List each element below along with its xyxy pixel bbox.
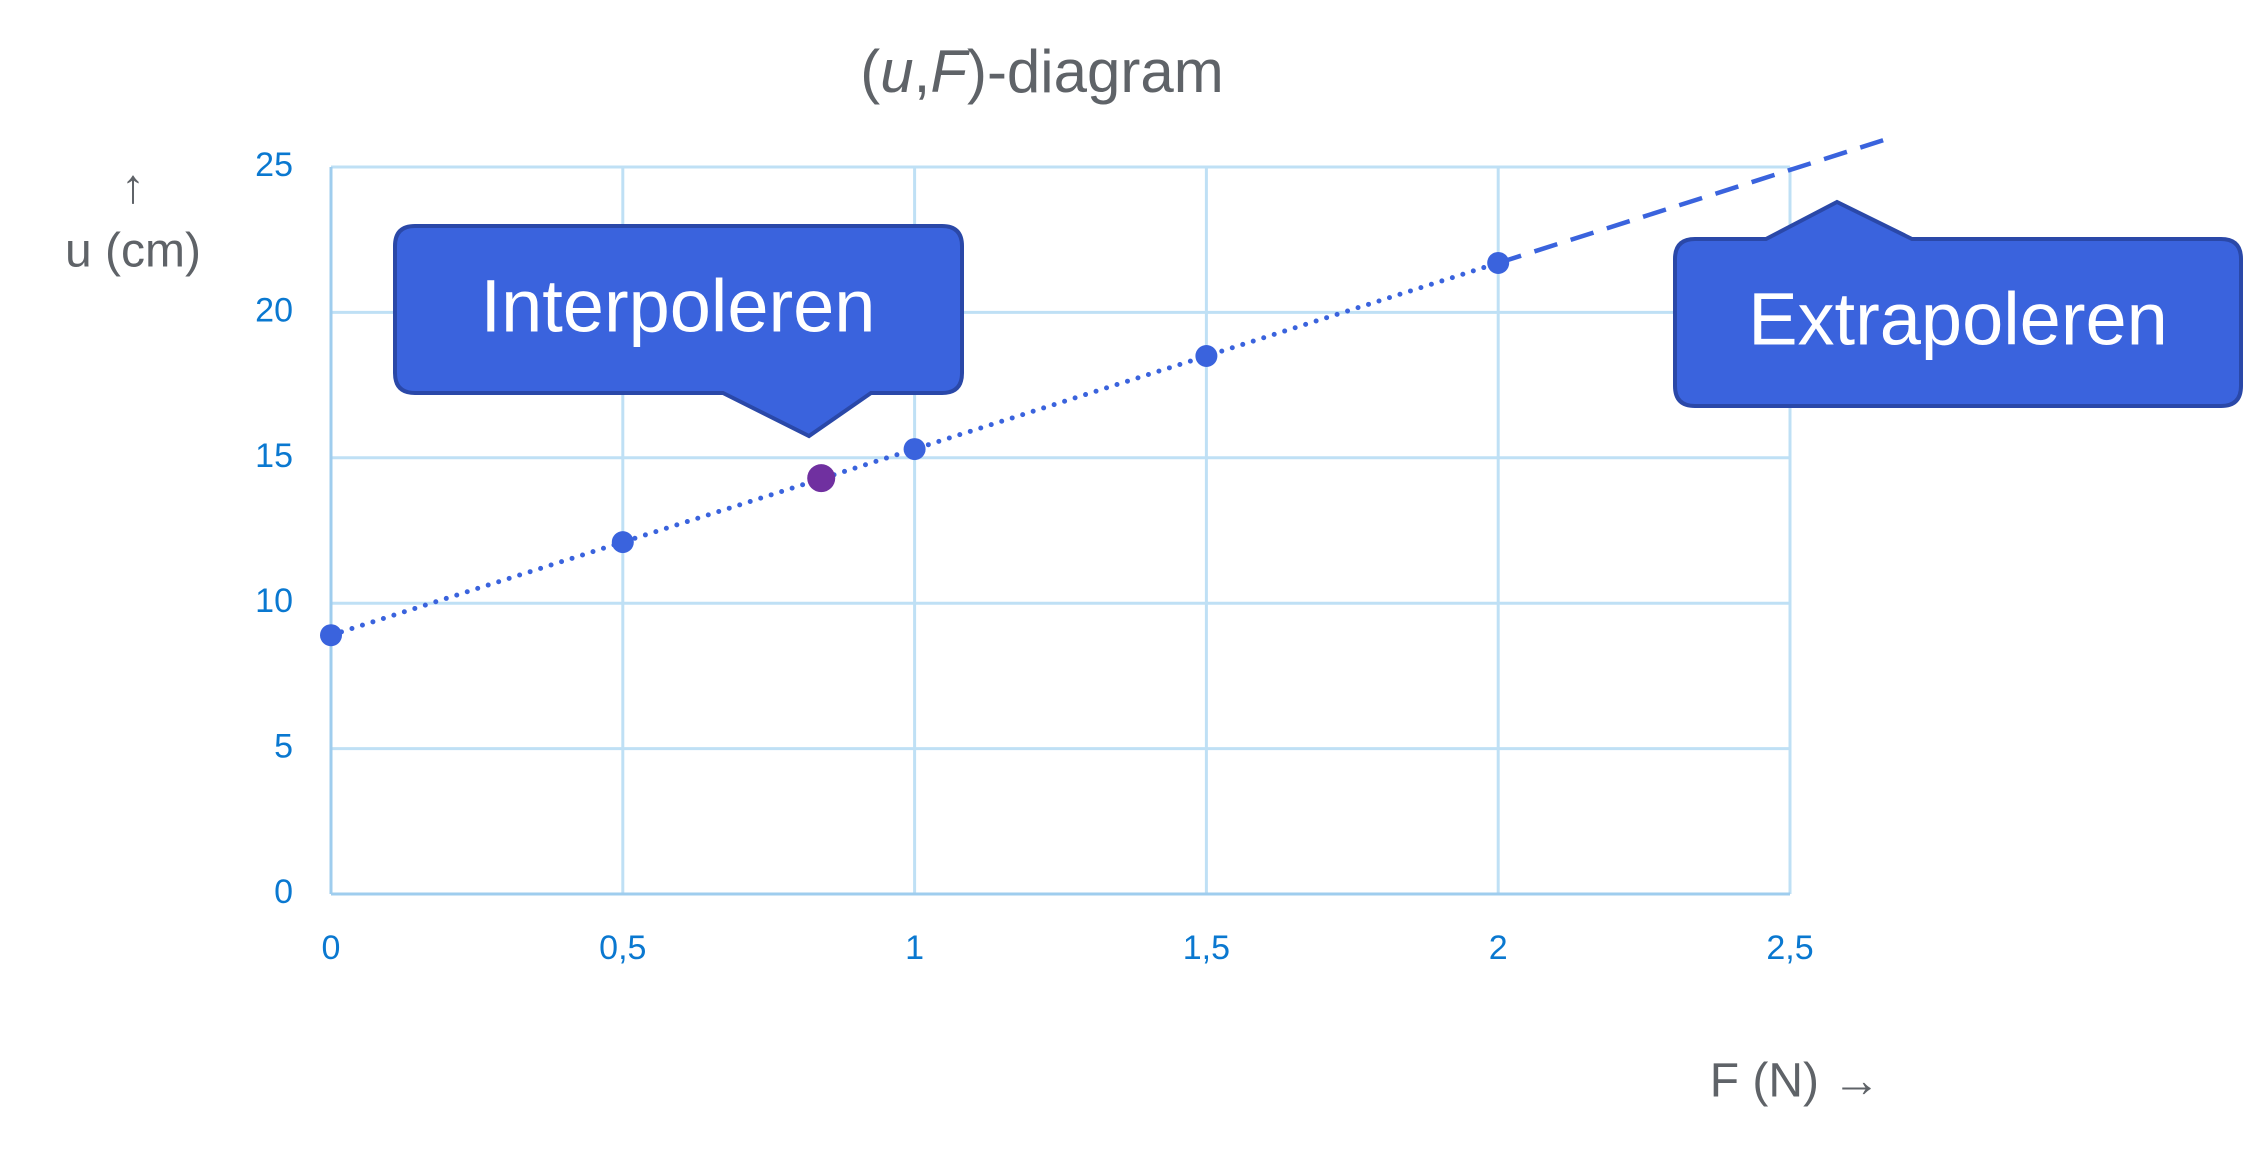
data-point [903, 438, 926, 461]
trend-line [328, 260, 1501, 638]
y-tick-label: 5 [274, 728, 293, 766]
y-tick-label: 10 [255, 582, 293, 620]
y-tick-label: 20 [255, 291, 293, 329]
callout-text: Interpoleren [481, 265, 876, 348]
data-point [1195, 345, 1218, 368]
x-tick-label: 1 [905, 929, 924, 967]
title-part: , [914, 38, 931, 105]
x-tick-label: 0,5 [599, 929, 646, 967]
y-tick-label: 25 [255, 146, 293, 184]
x-tick-label: 2 [1489, 929, 1508, 967]
data-point [807, 464, 836, 493]
data-point [611, 531, 634, 554]
y-tick-label: 15 [255, 437, 293, 475]
x-tick-label: 1,5 [1183, 929, 1230, 967]
data-point [1487, 251, 1510, 274]
callout-box [393, 224, 964, 439]
title-part: u [880, 38, 913, 105]
y-arrow: ↑ [121, 161, 145, 214]
data-point [320, 624, 342, 647]
x-axis-label: F (N) → [1710, 1055, 1881, 1108]
y-tick-label: 0 [274, 873, 293, 911]
callout-text: Extrapoleren [1748, 278, 2168, 361]
callout-box [1673, 199, 2243, 408]
chart-title: (u,F)-diagram [860, 38, 1223, 105]
x-tick-label: 0 [322, 929, 341, 967]
title-part: )-diagram [967, 38, 1224, 105]
title-part: ( [860, 38, 880, 105]
x-tick-label: 2,5 [1766, 929, 1813, 967]
title-part: F [930, 38, 970, 105]
trend-line [1497, 134, 1896, 266]
y-axis-label: u (cm) [65, 225, 201, 278]
